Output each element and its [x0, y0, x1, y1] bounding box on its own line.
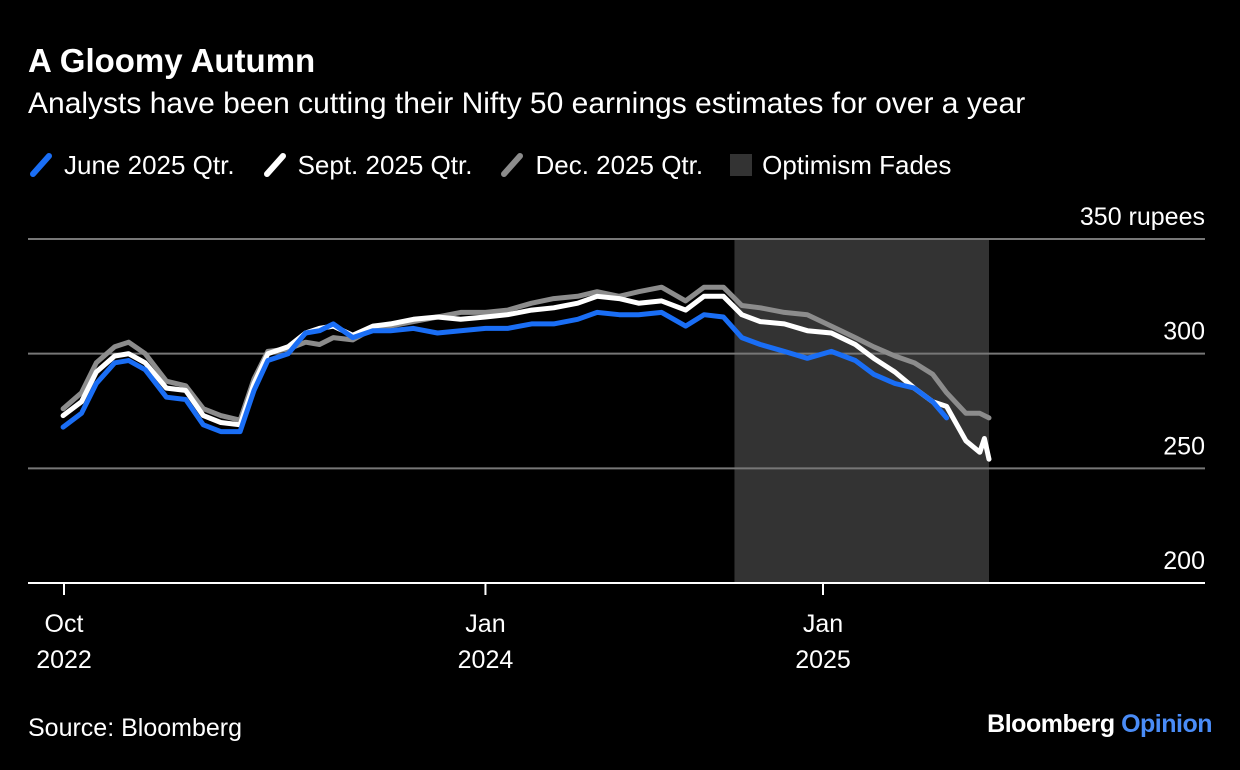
- x-tick-label-month-0: Oct: [45, 610, 84, 638]
- chart-plot: 350 rupees 300 250 200 Oct 2022 Jan 2024 Jan 2025: [28, 203, 1205, 674]
- legend-swatch-june-icon: [30, 153, 52, 177]
- source-note: Source: Bloomberg: [28, 714, 243, 742]
- legend-item-dec[interactable]: Dec. 2025 Qtr.: [499, 150, 703, 181]
- x-tick-label-year-0: 2022: [36, 646, 92, 674]
- legend-label-sept: Sept. 2025 Qtr.: [297, 149, 473, 180]
- brand-name: Bloomberg: [987, 710, 1115, 738]
- y-tick-label-300: 300: [1163, 318, 1205, 346]
- legend-label-dec: Dec. 2025 Qtr.: [535, 149, 704, 180]
- chart-subtitle: Analysts have been cutting their Nifty 5…: [28, 87, 1026, 120]
- legend-swatch-shaded-icon: [730, 154, 753, 176]
- legend-label-optimism-fades: Optimism Fades: [762, 149, 952, 180]
- brand-logo: Bloomberg Opinion: [987, 710, 1212, 739]
- legend-swatch-dec-icon: [501, 153, 524, 177]
- y-tick-label-250: 250: [1163, 432, 1205, 460]
- brand-section: Opinion: [1121, 710, 1212, 738]
- series-line-june: [60, 309, 950, 435]
- chart-title: A Gloomy Autumn: [28, 42, 316, 79]
- x-tick-label-month-1: Jan: [465, 610, 505, 638]
- series-line-dec: [60, 284, 992, 423]
- legend: June 2025 Qtr. Sept. 2025 Qtr. Dec. 2025…: [28, 148, 978, 182]
- y-tick-label-350: 350 rupees: [1080, 203, 1205, 231]
- x-tick-label-year-2: 2025: [795, 646, 851, 674]
- legend-label-june: June 2025 Qtr.: [64, 149, 235, 180]
- y-tick-label-200: 200: [1163, 547, 1205, 575]
- legend-item-optimism-fades[interactable]: Optimism Fades: [730, 150, 951, 181]
- legend-swatch-sept-icon: [263, 153, 286, 177]
- series-line-sept: [60, 293, 992, 462]
- legend-item-sept[interactable]: Sept. 2025 Qtr.: [262, 149, 473, 181]
- x-tick-label-year-1: 2024: [458, 646, 514, 674]
- x-tick-label-month-2: Jan: [803, 610, 843, 638]
- legend-item-june[interactable]: June 2025 Qtr.: [28, 150, 235, 181]
